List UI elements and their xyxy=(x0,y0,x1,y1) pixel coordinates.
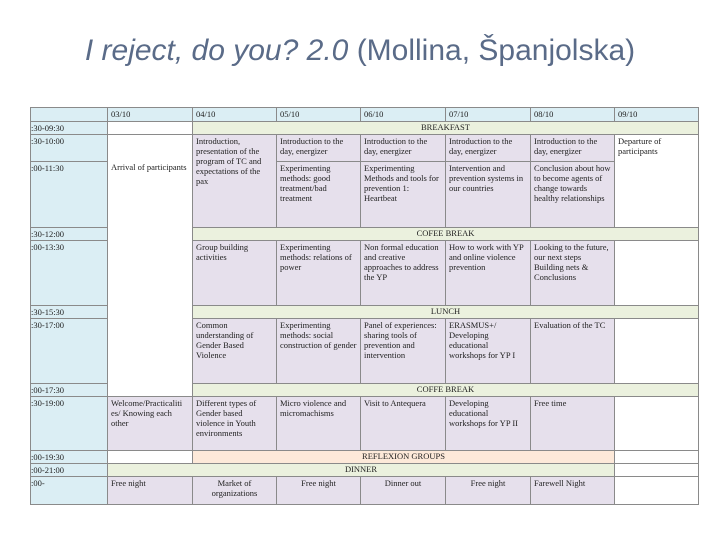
time: :30-15:30 xyxy=(30,305,108,319)
empty xyxy=(614,450,699,464)
cell: Departure of participants xyxy=(614,134,699,228)
cell: Introduction to the day, energizer xyxy=(445,134,531,162)
empty xyxy=(614,463,699,477)
title: I reject, do you? 2.0 (Mollina, Španjols… xyxy=(0,34,720,68)
cell: Group building activities xyxy=(192,240,277,306)
time: :00-17:30 xyxy=(30,383,108,397)
col-header: 03/10 xyxy=(107,107,193,122)
empty xyxy=(614,396,699,451)
cell: Free night xyxy=(276,476,361,505)
cell: Free time xyxy=(530,396,615,451)
cell: Experimenting Methods and tools for prev… xyxy=(360,161,446,228)
break: LUNCH xyxy=(192,305,699,319)
cell: Different types of Gender based violence… xyxy=(192,396,277,451)
cell: Looking to the future, our next steps Bu… xyxy=(530,240,615,306)
empty xyxy=(614,318,699,384)
col-header: 08/10 xyxy=(530,107,615,122)
col-header: 09/10 xyxy=(614,107,699,122)
col-header: 07/10 xyxy=(445,107,531,122)
cell: Dinner out xyxy=(360,476,446,505)
empty xyxy=(614,476,699,505)
cell: Introduction to the day, energizer xyxy=(360,134,446,162)
break: COFEE BREAK xyxy=(192,227,699,241)
time: :30-09:30 xyxy=(30,121,108,135)
cell: Introduction to the day, energizer xyxy=(276,134,361,162)
time: :30-17:00 xyxy=(30,318,108,384)
cell: Developing educational workshops for YP … xyxy=(445,396,531,451)
col-header: 06/10 xyxy=(360,107,446,122)
title-rest: (Mollina, Španjolska) xyxy=(356,34,636,67)
cell: Visit to Antequera xyxy=(360,396,446,451)
cell: Experimenting methods: social constructi… xyxy=(276,318,361,384)
cell: Micro violence and micromachisms xyxy=(276,396,361,451)
cell: Arrival of participants xyxy=(107,134,193,397)
empty xyxy=(107,450,193,464)
cell: Welcome/Practicaliti es/ Knowing each ot… xyxy=(107,396,193,451)
cell: Introduction to the day, energizer xyxy=(530,134,615,162)
cell: Market of organizations xyxy=(192,476,277,505)
time: :00-19:30 xyxy=(30,450,108,464)
cell: Free night xyxy=(107,476,193,505)
cell: How to work with YP and online violence … xyxy=(445,240,531,306)
cell: Intervention and prevention systems in o… xyxy=(445,161,531,228)
break: BREAKFAST xyxy=(192,121,699,135)
corner xyxy=(30,107,108,122)
time: :30-12:00 xyxy=(30,227,108,241)
cell: Panel of experiences: sharing tools of p… xyxy=(360,318,446,384)
cell: Non formal education and creative approa… xyxy=(360,240,446,306)
cell: Experimenting methods: relations of powe… xyxy=(276,240,361,306)
cell: Farewell Night xyxy=(530,476,615,505)
title-italic: I reject, do you? 2.0 xyxy=(84,34,349,67)
cell: Free night xyxy=(445,476,531,505)
empty xyxy=(614,240,699,306)
schedule-table: 03/10 04/10 05/10 06/10 07/10 08/10 09/1… xyxy=(30,107,699,505)
break: COFFE BREAK xyxy=(192,383,699,397)
time: :00- xyxy=(30,476,108,505)
cell: Introduction, presentation of the progra… xyxy=(192,134,277,228)
break: DINNER xyxy=(107,463,615,477)
cell: ERASMUS+/ Developing educational worksho… xyxy=(445,318,531,384)
time: :30-19:00 xyxy=(30,396,108,451)
time: :00-21:00 xyxy=(30,463,108,477)
time: :00-13:30 xyxy=(30,240,108,306)
cell: Common understanding of Gender Based Vio… xyxy=(192,318,277,384)
col-header: 05/10 xyxy=(276,107,361,122)
break: REFLEXION GROUPS xyxy=(192,450,615,464)
time: :00-11:30 xyxy=(30,161,108,228)
cell: Experimenting methods: good treatment/ba… xyxy=(276,161,361,228)
empty xyxy=(107,121,193,135)
cell: Conclusion about how to become agents of… xyxy=(530,161,615,228)
time: :30-10:00 xyxy=(30,134,108,162)
col-header: 04/10 xyxy=(192,107,277,122)
cell: Evaluation of the TC xyxy=(530,318,615,384)
